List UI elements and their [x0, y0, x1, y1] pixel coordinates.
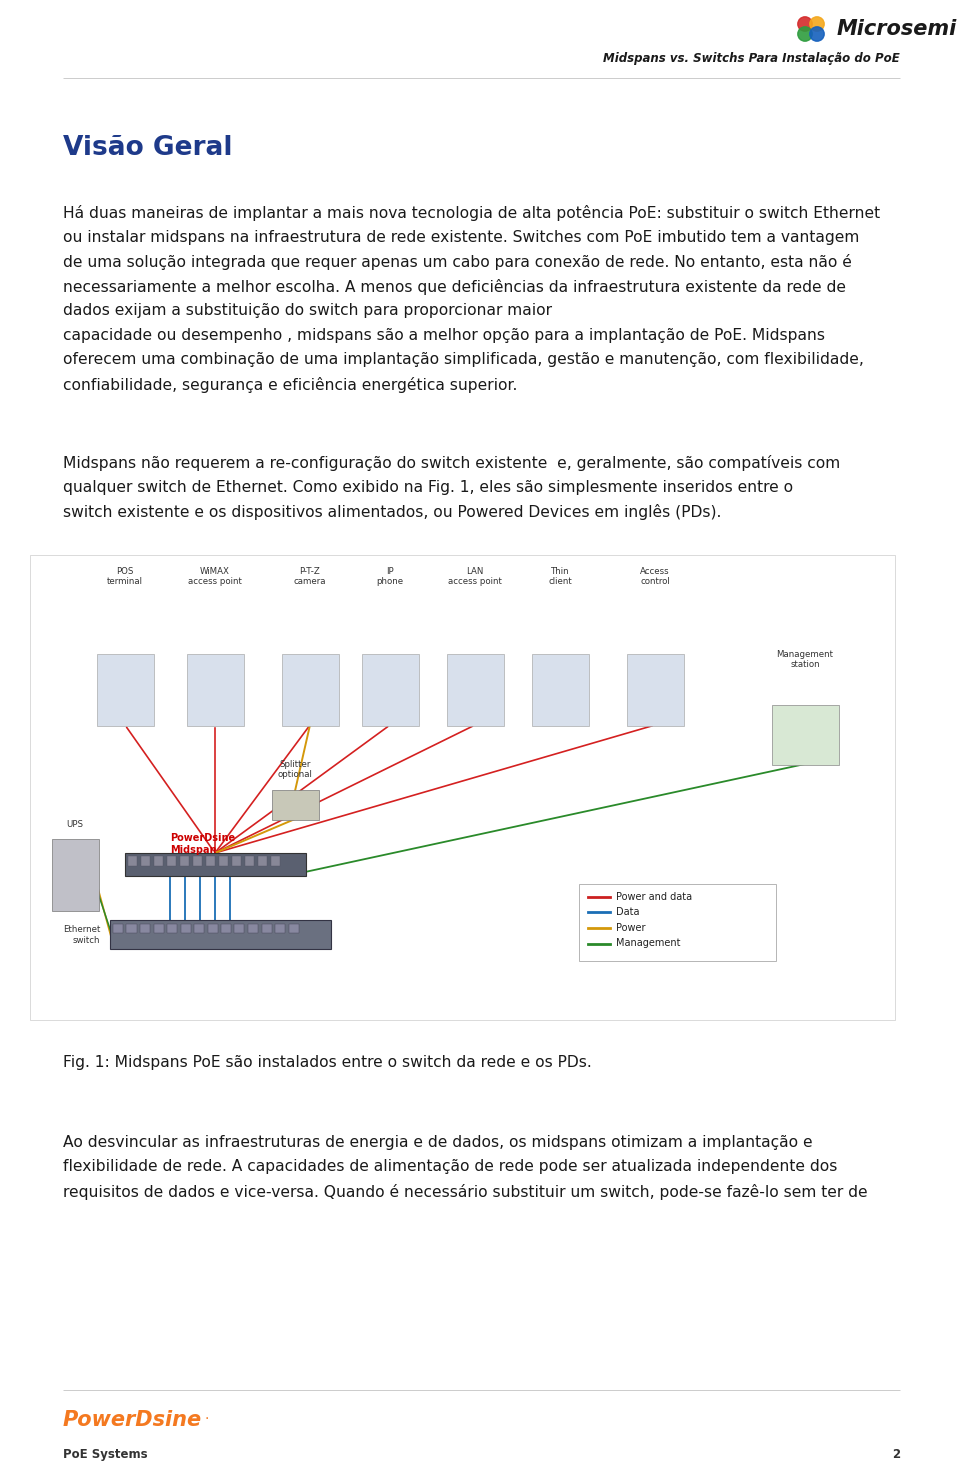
Bar: [154, 855, 163, 865]
FancyBboxPatch shape: [272, 789, 319, 821]
FancyBboxPatch shape: [97, 654, 154, 726]
Bar: [127, 925, 136, 933]
Bar: [275, 925, 285, 933]
Text: Management
station: Management station: [777, 650, 833, 669]
Circle shape: [810, 27, 825, 42]
Text: PowerDsine
Midspan: PowerDsine Midspan: [170, 833, 235, 855]
Text: ou instalar midspans na infraestrutura de rede existente. Switches com PoE imbut: ou instalar midspans na infraestrutura d…: [63, 230, 859, 245]
Bar: [248, 925, 258, 933]
Text: PowerDsine: PowerDsine: [63, 1410, 203, 1431]
Bar: [180, 855, 189, 865]
Bar: [207, 925, 218, 933]
Text: Midspans não requerem a re-configuração do switch existente  e, geralmente, são : Midspans não requerem a re-configuração …: [63, 456, 840, 470]
Bar: [245, 855, 254, 865]
Text: Power and data: Power and data: [616, 892, 692, 902]
Bar: [234, 925, 245, 933]
Bar: [128, 855, 137, 865]
Bar: [141, 855, 150, 865]
Bar: [232, 855, 241, 865]
Text: POS
terminal: POS terminal: [107, 567, 143, 586]
Text: Microsemi: Microsemi: [837, 19, 957, 39]
FancyBboxPatch shape: [109, 920, 330, 950]
Bar: [289, 925, 299, 933]
Bar: [167, 855, 176, 865]
FancyBboxPatch shape: [125, 852, 305, 876]
Text: necessariamente a melhor escolha. A menos que deficiências da infraestrutura exi: necessariamente a melhor escolha. A meno…: [63, 279, 846, 294]
Text: Há duas maneiras de implantar a mais nova tecnologia de alta potência PoE: subst: Há duas maneiras de implantar a mais nov…: [63, 205, 880, 221]
Text: WiMAX
access point: WiMAX access point: [188, 567, 242, 586]
Text: P-T-Z
camera: P-T-Z camera: [294, 567, 326, 586]
Text: PoE Systems: PoE Systems: [63, 1448, 148, 1462]
Text: IP
phone: IP phone: [376, 567, 403, 586]
Text: LAN
access point: LAN access point: [448, 567, 502, 586]
Text: qualquer switch de Ethernet. Como exibido na Fig. 1, eles são simplesmente inser: qualquer switch de Ethernet. Como exibid…: [63, 479, 793, 494]
FancyBboxPatch shape: [281, 654, 339, 726]
Text: capacidade ou desempenho , midspans são a melhor opção para a implantação de PoE: capacidade ou desempenho , midspans são …: [63, 328, 825, 343]
Bar: [193, 855, 202, 865]
Text: 2: 2: [892, 1448, 900, 1462]
FancyBboxPatch shape: [532, 654, 588, 726]
Text: ·: ·: [205, 1411, 209, 1426]
Text: requisitos de dados e vice-versa. Quando é necessário substituir um switch, pode: requisitos de dados e vice-versa. Quando…: [63, 1184, 868, 1201]
FancyBboxPatch shape: [52, 838, 99, 911]
FancyBboxPatch shape: [772, 705, 838, 764]
Bar: [261, 925, 272, 933]
Bar: [113, 925, 123, 933]
Text: Power: Power: [616, 923, 645, 933]
FancyBboxPatch shape: [362, 654, 419, 726]
Text: de uma solução integrada que requer apenas um cabo para conexão de rede. No enta: de uma solução integrada que requer apen…: [63, 254, 852, 270]
Circle shape: [810, 16, 825, 31]
Text: flexibilidade de rede. A capacidades de alimentação de rede pode ser atualizada : flexibilidade de rede. A capacidades de …: [63, 1159, 837, 1174]
Text: confiabilidade, segurança e eficiência energética superior.: confiabilidade, segurança e eficiência e…: [63, 377, 517, 392]
Bar: [219, 855, 228, 865]
Bar: [154, 925, 163, 933]
Text: Splitter
optional: Splitter optional: [277, 760, 312, 779]
Bar: [258, 855, 267, 865]
Text: Ethernet
switch: Ethernet switch: [62, 926, 100, 945]
Bar: [271, 855, 280, 865]
Text: Management: Management: [616, 938, 681, 948]
Bar: [221, 925, 231, 933]
Circle shape: [798, 27, 812, 42]
FancyBboxPatch shape: [579, 884, 776, 962]
Circle shape: [798, 16, 812, 31]
Text: Visão Geral: Visão Geral: [63, 135, 232, 160]
Bar: [167, 925, 177, 933]
Text: oferecem uma combinação de uma implantação simplificada, gestão e manutenção, co: oferecem uma combinação de uma implantaç…: [63, 352, 864, 367]
Text: Access
control: Access control: [640, 567, 670, 586]
FancyBboxPatch shape: [446, 654, 503, 726]
FancyBboxPatch shape: [186, 654, 244, 726]
Bar: [30, 555, 895, 1020]
Text: Data: Data: [616, 908, 639, 917]
Text: Thin
client: Thin client: [548, 567, 572, 586]
Text: Fig. 1: Midspans PoE são instalados entre o switch da rede e os PDs.: Fig. 1: Midspans PoE são instalados entr…: [63, 1055, 591, 1070]
Bar: [180, 925, 190, 933]
Bar: [194, 925, 204, 933]
Text: Ao desvincular as infraestruturas de energia e de dados, os midspans otimizam a : Ao desvincular as infraestruturas de ene…: [63, 1135, 812, 1150]
Text: dados exijam a substituição do switch para proporcionar maior: dados exijam a substituição do switch pa…: [63, 303, 552, 318]
Text: Midspans vs. Switchs Para Instalação do PoE: Midspans vs. Switchs Para Instalação do …: [603, 52, 900, 64]
Text: switch existente e os dispositivos alimentados, ou Powered Devices em inglês (PD: switch existente e os dispositivos alime…: [63, 505, 721, 519]
Text: UPS: UPS: [66, 821, 84, 830]
FancyBboxPatch shape: [627, 654, 684, 726]
Bar: [140, 925, 150, 933]
Bar: [206, 855, 215, 865]
